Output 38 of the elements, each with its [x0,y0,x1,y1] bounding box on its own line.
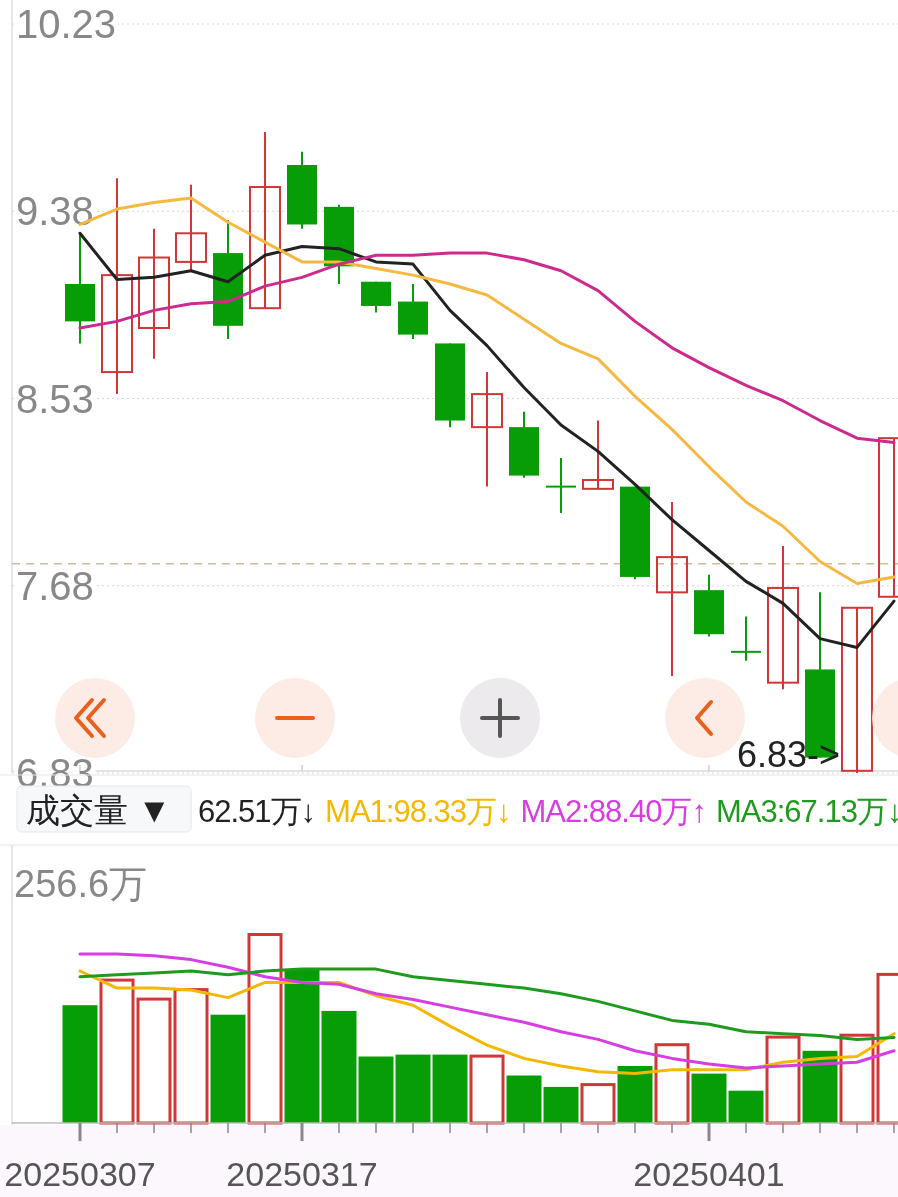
y-tick-label: 10.23 [16,2,117,46]
annotation: 6.83-> [736,734,840,775]
bar [691,1073,727,1123]
bar [321,1010,357,1123]
text: 256.6万 [14,863,148,905]
bar [62,1005,98,1123]
bar [617,1066,653,1123]
text: MA1:98.33万↓ [325,794,511,829]
text: MA3:67.13万↓ [715,794,898,829]
candlestick [545,456,577,515]
y-tick-label: 7.68 [16,563,94,608]
y-tick-label: 9.38 [16,189,94,234]
candlestick [841,606,873,774]
legend-title: 成交量 ▼ [26,791,172,829]
candlestick [175,183,207,272]
x-tick-label: 20250307 [4,1155,156,1193]
bar [395,1054,431,1123]
x-tick-label: 20250317 [226,1155,378,1193]
bar [506,1075,542,1123]
candlestick [138,227,170,360]
y-tick-label: 8.53 [16,376,94,421]
candlestick [471,371,503,488]
candlestick [101,177,133,396]
candlestick [730,615,762,662]
candlestick [656,501,688,678]
candlestick [767,545,799,691]
bar [802,1050,838,1123]
bar [728,1090,764,1123]
text: MA2:88.40万↑ [520,794,706,829]
bar [358,1056,394,1123]
x-tick-label: 20250401 [633,1155,785,1193]
candlestick [249,130,281,310]
candlestick [582,419,614,490]
text: 62.51万↓ [198,794,316,829]
bar [210,1014,246,1123]
bar [543,1086,579,1123]
bar [432,1054,468,1123]
bar [284,969,320,1123]
